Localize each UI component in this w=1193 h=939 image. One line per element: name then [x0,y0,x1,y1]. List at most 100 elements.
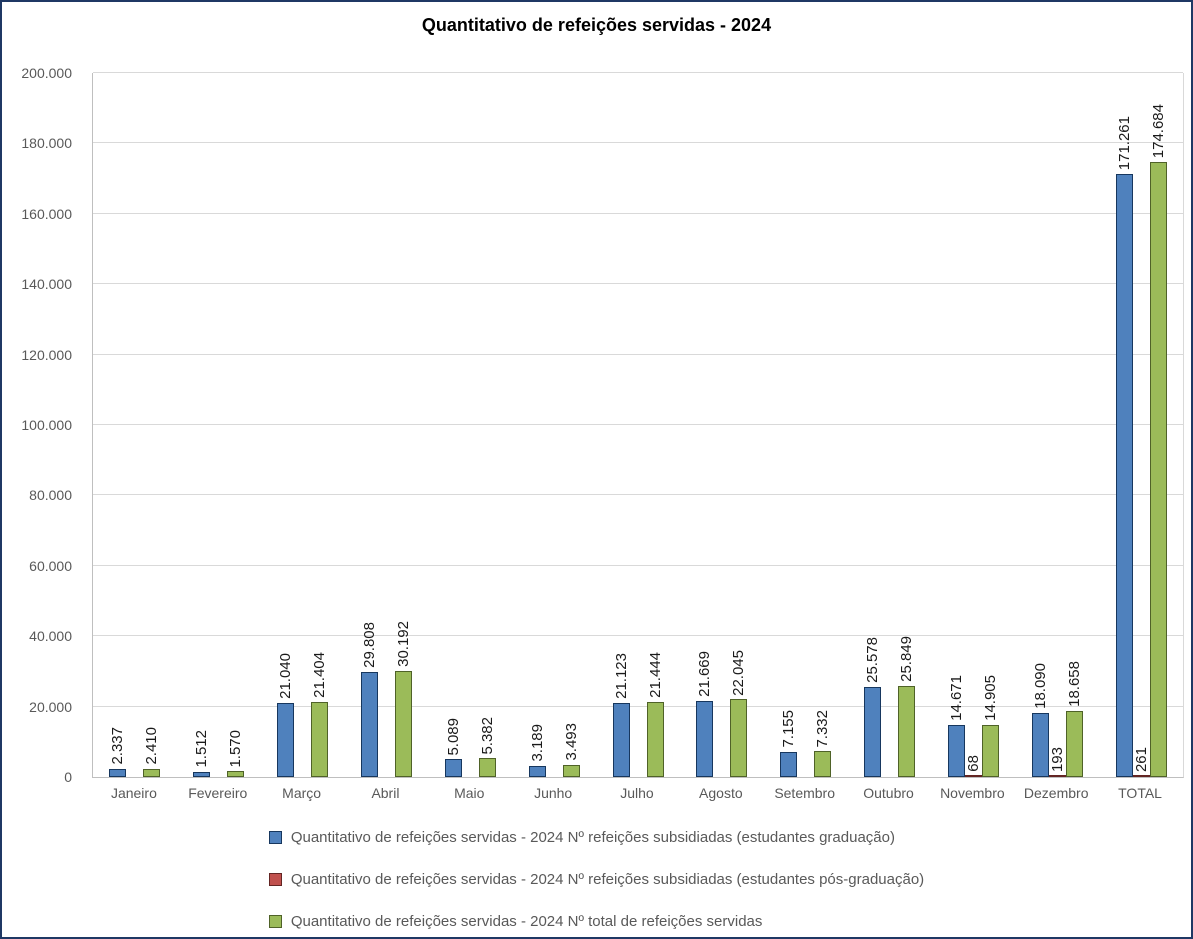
x-axis-category-label: Fevereiro [188,785,248,801]
bar-graduacao-total [1115,174,1133,777]
bar-total-maio [478,758,496,777]
y-axis-tick-label: 140.000 [21,276,72,293]
bar-value-label: 174.684 [1149,103,1167,159]
gridline [93,705,1183,707]
x-axis-category-label: Junho [534,785,573,801]
gridline [93,283,1183,285]
bar-graduacao-junho [528,765,546,777]
gridline [93,424,1183,425]
y-axis-tick-label: 100.000 [21,417,72,433]
y-axis-tick-label: 160.000 [21,205,72,222]
bar-value-label: 29.808 [360,622,378,669]
x-axis-category-label: Janeiro [110,785,157,801]
bar-value-label: 30.192 [394,620,412,667]
bar-total-novembro [981,724,999,777]
bar-graduacao-março [277,702,295,777]
bar-value-label: 14.671 [947,675,965,722]
legend-items: Quantitativo de refeições servidas - 202… [268,828,925,930]
bar-total-julho [646,701,664,777]
x-axis-category-label: TOTAL [1118,785,1162,801]
legend-swatch-pos-graduacao [268,872,282,886]
bar-value-label: 193 [1048,746,1066,772]
bar-value-label: 21.123 [612,652,630,699]
bar-value-label: 7.155 [780,710,798,748]
bar-value-label: 22.045 [730,649,748,696]
gridline [93,142,1183,144]
x-axis-category-label: Outubro [863,785,914,801]
bar-value-label: 261 [1132,746,1150,772]
legend-item-graduacao: Quantitativo de refeições servidas - 202… [268,828,895,846]
bar-value-label: 2.337 [109,727,127,765]
gridline [93,564,1183,566]
bar-total-abril [394,670,412,777]
bar-value-label: 25.578 [864,637,882,683]
y-axis-tick-label: 40.000 [29,628,72,645]
legend-label-graduacao: Quantitativo de refeições servidas - 202… [290,828,895,846]
bar-graduacao-janeiro [109,768,127,777]
bar-value-label: 21.669 [696,650,714,697]
legend: Quantitativo de refeições servidas - 202… [2,828,1191,930]
bar-value-label: 3.493 [562,723,580,761]
bar-graduacao-abril [360,672,378,777]
y-axis: 0 20.000 40.000 60.000 80.000 100.000 120.000 1… [2,65,82,785]
bar-pos-graduacao-novembro [964,775,982,777]
bar-value-label: 21.444 [646,651,664,698]
y-axis-tick-label: 80.000 [29,487,72,504]
bar-total-fevereiro [227,771,245,777]
x-axis-category-label: Novembro [940,785,1005,801]
bar-value-label: 7.332 [814,709,832,748]
bar-value-label: 3.189 [528,724,546,762]
legend-label-total: Quantitativo de refeições servidas - 202… [290,912,763,930]
x-axis-category-label: Julho [620,785,654,801]
bar-value-label: 25.849 [898,636,916,683]
plot-area: 2.337 2.410 1.512 1.570 21.040 21.404 29.808 30… [92,72,1184,778]
bar-value-label: 68 [964,755,982,772]
x-axis-category-label: Maio [454,785,485,801]
bar-total-outubro [898,686,916,777]
bar-value-label: 171.261 [1115,115,1133,171]
bar-total-dezembro [1065,711,1083,777]
bar-value-label: 21.040 [277,653,295,699]
bar-graduacao-dezembro [1031,713,1049,777]
bar-pos-graduacao-total [1132,775,1150,777]
x-axis: Janeiro Fevereiro Março Abril Maio Junho Julho… [92,785,1182,801]
y-axis-tick-label: 60.000 [29,557,72,574]
legend-item-pos-graduacao: Quantitativo de refeições servidas - 202… [268,870,925,888]
bar-graduacao-novembro [947,725,965,777]
bar-value-label: 18.090 [1031,663,1049,710]
x-axis-category-label: Março [282,785,322,801]
bar-total-setembro [814,751,832,777]
y-axis-tick-label: 0 [64,769,72,785]
gridline [93,212,1183,214]
gridline [93,635,1183,637]
bar-total-total [1149,162,1167,777]
y-axis-tick-label: 180.000 [21,135,72,152]
gridline [93,72,1183,73]
legend-swatch-total [268,914,282,928]
bar-value-label: 5.089 [444,717,462,756]
x-axis-category-label: Abril [371,785,400,801]
bar-total-agosto [730,699,748,777]
bar-total-janeiro [143,768,161,777]
bar-value-label: 1.512 [193,730,211,768]
bar-graduacao-outubro [864,686,882,777]
bar-graduacao-maio [444,759,462,777]
bar-pos-graduacao-dezembro [1048,775,1066,777]
legend-label-pos-graduacao: Quantitativo de refeições servidas - 202… [290,870,925,888]
chart-title: Quantitativo de refeições servidas - 202… [421,15,772,35]
bar-value-label: 2.410 [143,726,161,765]
bar-value-label: 21.404 [311,651,329,698]
bar-total-março [311,701,329,777]
bar-graduacao-fevereiro [193,771,211,777]
legend-swatch-graduacao [268,830,282,844]
bar-graduacao-julho [612,702,630,777]
bar-total-junho [562,764,580,777]
bar-graduacao-agosto [696,700,714,777]
y-axis-tick-label: 120.000 [21,346,72,363]
bar-value-label: 14.905 [981,674,999,721]
x-axis-category-label: Setembro [774,785,836,801]
x-axis-category-label: Dezembro [1023,785,1089,801]
legend-item-total: Quantitativo de refeições servidas - 202… [268,912,763,930]
y-axis-tick-label: 200.000 [21,65,72,81]
gridline [93,494,1183,496]
